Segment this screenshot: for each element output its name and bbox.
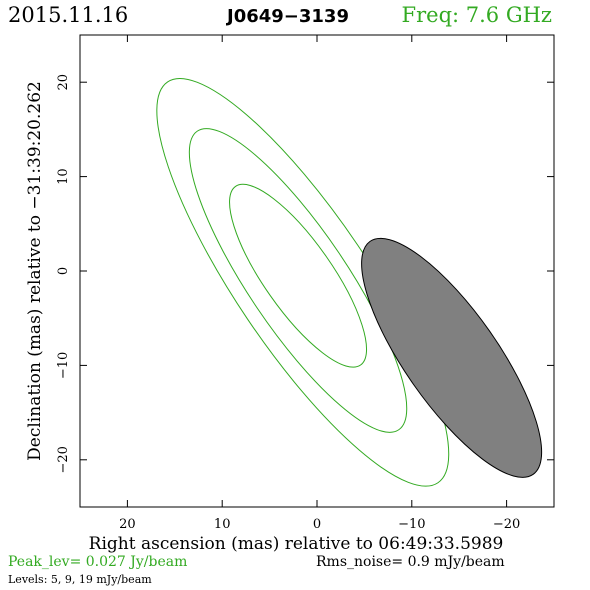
rms-noise: Rms_noise= 0.9 mJy/beam xyxy=(316,554,505,570)
x-axis-label: Right ascension (mas) relative to 06:49:… xyxy=(89,534,504,554)
y-tick-label: −20 xyxy=(56,446,71,473)
source-name: J0649−3139 xyxy=(225,6,349,27)
contour-line xyxy=(229,183,368,368)
frequency: Freq: 7.6 GHz xyxy=(402,3,552,27)
footer: Peak_lev= 0.027 Jy/beam Rms_noise= 0.9 m… xyxy=(8,554,505,586)
contours xyxy=(156,78,450,487)
x-tick-label: 0 xyxy=(313,517,321,532)
x-tick-labels: 20 10 0 −10 −20 xyxy=(119,517,520,532)
y-axis-label: Declination (mas) relative to −31:39:20.… xyxy=(25,81,45,461)
contour-line xyxy=(188,128,408,433)
y-tick-label: 10 xyxy=(56,168,71,185)
x-tick-label: −20 xyxy=(493,517,520,532)
x-tick-label: 20 xyxy=(119,517,136,532)
x-tick-label: −10 xyxy=(398,517,425,532)
y-tick-labels: 20 10 0 −10 −20 xyxy=(56,74,71,474)
contour-levels: Levels: 5, 9, 19 mJy/beam xyxy=(8,573,152,586)
observation-date: 2015.11.16 xyxy=(8,3,128,27)
y-tick-label: 20 xyxy=(56,74,71,91)
beam xyxy=(361,237,543,478)
contour-line xyxy=(156,78,450,487)
tick-marks xyxy=(80,35,554,507)
beam-ellipse xyxy=(361,237,543,478)
x-tick-label: 10 xyxy=(214,517,231,532)
y-tick-label: −10 xyxy=(56,352,71,379)
y-tick-label: 0 xyxy=(56,267,71,275)
peak-level: Peak_lev= 0.027 Jy/beam xyxy=(8,554,187,570)
header: 2015.11.16 J0649−3139 Freq: 7.6 GHz xyxy=(8,3,552,27)
